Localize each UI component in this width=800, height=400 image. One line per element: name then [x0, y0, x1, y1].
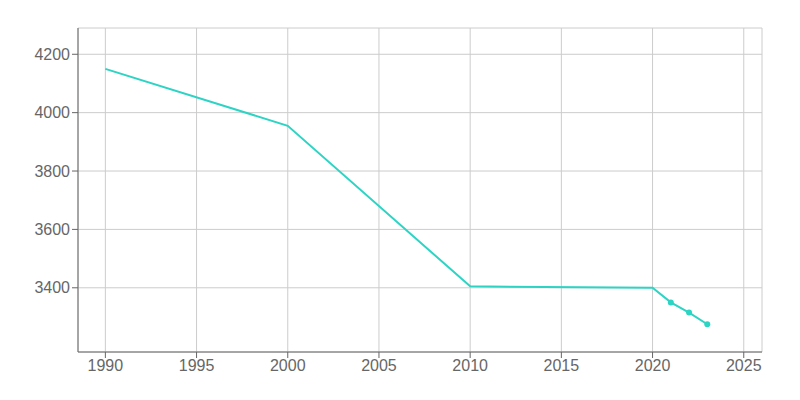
- svg-text:1995: 1995: [179, 357, 215, 374]
- svg-text:3600: 3600: [34, 221, 70, 238]
- svg-text:2010: 2010: [452, 357, 488, 374]
- svg-text:2000: 2000: [270, 357, 306, 374]
- svg-text:2015: 2015: [544, 357, 580, 374]
- svg-text:3400: 3400: [34, 279, 70, 296]
- svg-text:2025: 2025: [726, 357, 762, 374]
- svg-text:2005: 2005: [361, 357, 397, 374]
- svg-text:3800: 3800: [34, 163, 70, 180]
- svg-text:1990: 1990: [88, 357, 124, 374]
- svg-text:4000: 4000: [34, 104, 70, 121]
- svg-text:2020: 2020: [635, 357, 671, 374]
- svg-text:4200: 4200: [34, 46, 70, 63]
